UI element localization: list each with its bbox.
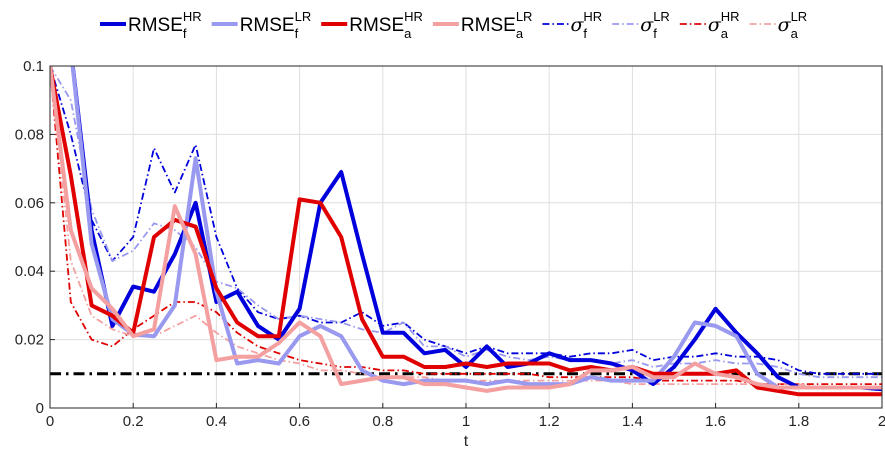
y-tick-label: 0.1 bbox=[23, 58, 44, 75]
series-line-sigma-f-hr bbox=[50, 66, 882, 375]
series-line-rmse-f-lr bbox=[50, 66, 882, 390]
legend-label-sub: a bbox=[791, 26, 799, 41]
legend-label: σLR bbox=[778, 9, 808, 36]
x-tick-label: 1.4 bbox=[622, 413, 643, 430]
legend-label: RMSELR bbox=[240, 9, 312, 36]
legend-label-sub: a bbox=[516, 26, 524, 41]
legend-label: σHR bbox=[708, 9, 740, 36]
x-tick-label: 1.8 bbox=[788, 413, 809, 430]
legend-label-sub: a bbox=[404, 26, 412, 41]
legend-label-sub: f bbox=[583, 26, 587, 41]
series-line-rmse-a-lr bbox=[50, 66, 882, 393]
tick-labels: 0 0.2 0.4 0.6 0.8 1 1.2 1.4 1.6 1.8 2 0 0.02 0.04 0.06… bbox=[15, 58, 885, 430]
y-tick-label: 0.08 bbox=[15, 126, 44, 143]
x-tick-label: 1.6 bbox=[705, 413, 726, 430]
legend-label-sub: f bbox=[295, 26, 299, 41]
series-line-sigma-a-hr bbox=[50, 66, 882, 386]
legend-label-sub: f bbox=[183, 26, 187, 41]
x-axis-label: t bbox=[464, 433, 469, 450]
series-line-rmse-a-hr bbox=[50, 66, 882, 397]
x-tick-label: 2 bbox=[878, 413, 885, 430]
legend-label-sub: f bbox=[653, 26, 657, 41]
y-tick-label: 0.02 bbox=[15, 332, 44, 349]
legend-label: σHR bbox=[570, 9, 602, 36]
y-tick-label: 0.04 bbox=[15, 263, 44, 280]
legend-label: RMSEHR bbox=[128, 9, 202, 36]
series-group bbox=[50, 66, 882, 397]
x-tick-label: 0.2 bbox=[123, 413, 144, 430]
legend-label: σLR bbox=[640, 9, 670, 36]
y-tick-label: 0 bbox=[36, 400, 44, 417]
x-tick-label: 0 bbox=[46, 413, 54, 430]
x-tick-label: 1.2 bbox=[539, 413, 560, 430]
legend-label: RMSELR bbox=[461, 9, 533, 36]
legend-label-sub: a bbox=[721, 26, 729, 41]
x-tick-label: 0.4 bbox=[206, 413, 227, 430]
legend-label: RMSEHR bbox=[349, 9, 423, 36]
x-tick-label: 1 bbox=[462, 413, 470, 430]
series-line-sigma-f-lr bbox=[50, 66, 882, 379]
x-tick-label: 0.6 bbox=[289, 413, 310, 430]
x-tick-label: 0.8 bbox=[372, 413, 393, 430]
y-tick-label: 0.06 bbox=[15, 195, 44, 212]
